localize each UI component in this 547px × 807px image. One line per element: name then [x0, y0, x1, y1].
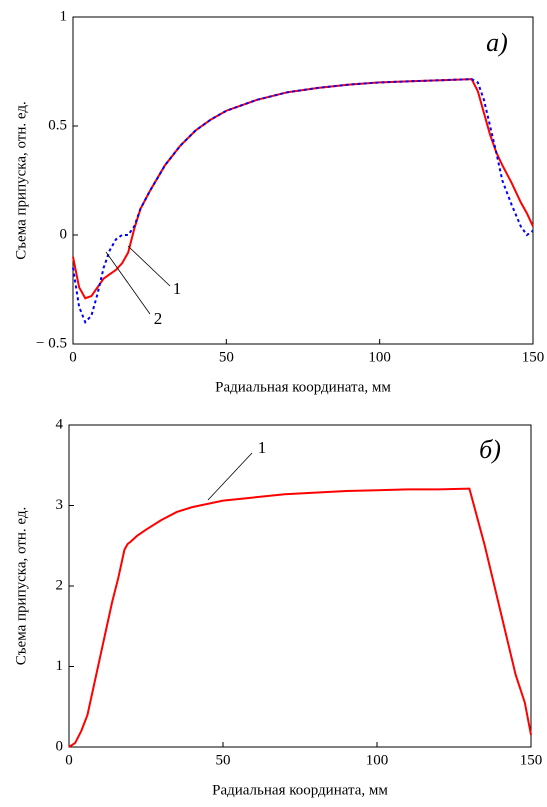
- annotation: 1: [258, 438, 267, 457]
- x-axis-label: Радиальная координата, мм: [212, 782, 388, 798]
- x-tick-label: 100: [366, 752, 389, 768]
- panel-label: б): [479, 435, 501, 464]
- y-tick-label: 0.5: [48, 117, 67, 133]
- y-tick-label: 3: [56, 497, 64, 513]
- x-tick-label: 150: [522, 349, 545, 365]
- panel-label: а): [486, 28, 508, 57]
- y-tick-label: 1: [60, 8, 68, 24]
- leader-line: [207, 452, 253, 501]
- leader-line: [105, 251, 151, 315]
- x-tick-label: 0: [69, 349, 77, 365]
- data-line: [68, 487, 532, 748]
- x-tick-label: 50: [219, 349, 234, 365]
- y-axis-label: Съема припуска, отн. ед.: [13, 101, 29, 259]
- x-tick-label: 50: [216, 752, 231, 768]
- y-tick-label: 0: [56, 738, 64, 754]
- data-line: [72, 78, 534, 300]
- y-tick-label: 4: [56, 416, 64, 432]
- y-tick-label: 1: [56, 658, 64, 674]
- plot-frame: [72, 16, 534, 345]
- x-tick-label: 150: [520, 752, 543, 768]
- y-axis-label: Съема припуска, отн. ед.: [13, 507, 29, 665]
- y-tick-label: 0: [60, 226, 68, 242]
- y-tick-label: − 0.5: [36, 335, 67, 351]
- x-tick-label: 100: [368, 349, 391, 365]
- leader-line: [127, 245, 171, 287]
- data-line: [72, 78, 534, 325]
- y-tick-label: 2: [56, 577, 64, 593]
- x-tick-label: 0: [65, 752, 73, 768]
- plot-frame: [68, 424, 532, 748]
- annotation: 2: [154, 309, 163, 328]
- x-axis-label: Радиальная координата, мм: [215, 379, 391, 395]
- annotation: 1: [173, 279, 182, 298]
